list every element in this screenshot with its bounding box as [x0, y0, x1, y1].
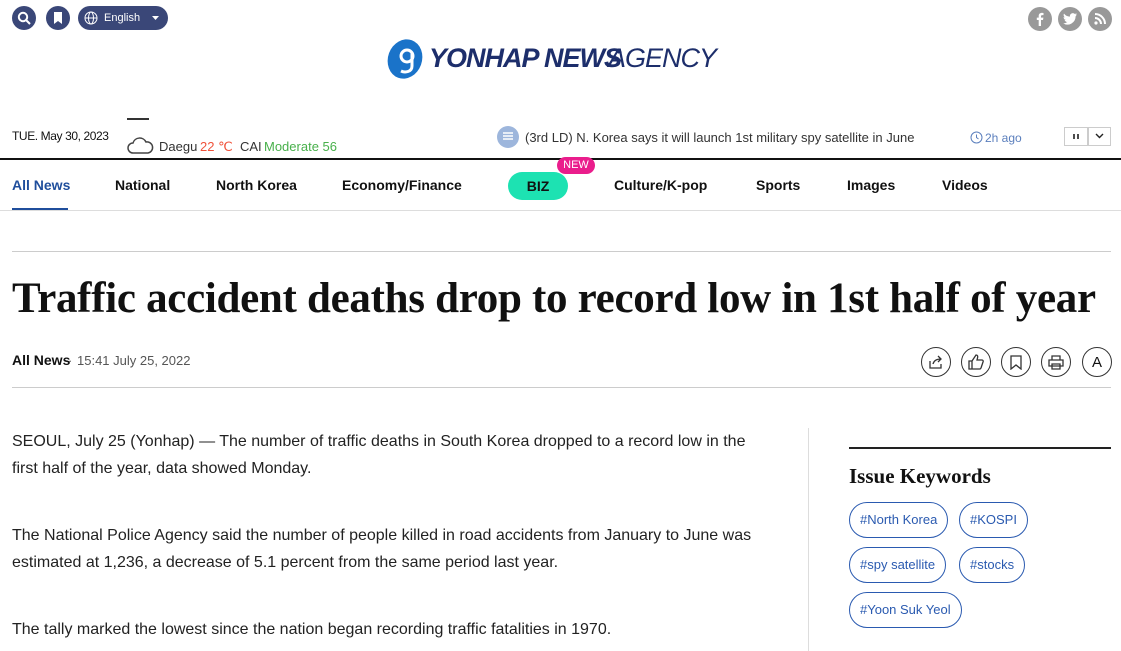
print-button[interactable] — [1041, 347, 1071, 377]
meta-separator: · — [68, 353, 73, 368]
article-paragraph: SEOUL, July 25 (Yonhap) — The number of … — [12, 433, 746, 477]
ticker-dropdown[interactable] — [1088, 127, 1111, 146]
article-paragraph: The National Police Agency said the numb… — [12, 527, 752, 571]
keyword-tag[interactable]: #KOSPI — [959, 502, 1028, 538]
sidebar-rule — [849, 447, 1111, 449]
weather-city: Daegu — [159, 139, 198, 154]
weather-temperature: 22 ℃ — [200, 139, 233, 154]
air-label: CAI — [240, 139, 262, 154]
sidebar-title: Issue Keywords — [849, 464, 991, 488]
nav-active-underline — [12, 208, 68, 210]
keyword-tag[interactable]: #Yoon Suk Yeol — [849, 592, 962, 628]
nav-item-biz[interactable]: BIZ — [508, 172, 568, 200]
facebook-link[interactable] — [1028, 7, 1052, 31]
nav-item[interactable]: North Korea — [216, 177, 297, 193]
nav-item[interactable]: Images — [847, 177, 896, 193]
search-button[interactable] — [12, 6, 36, 30]
logo-bold: YONHAP NEWS — [429, 43, 622, 73]
like-button[interactable] — [961, 347, 991, 377]
nav-item[interactable]: Sports — [756, 177, 801, 193]
bookmark-article-button[interactable] — [1001, 347, 1031, 377]
nav-item[interactable]: National — [115, 177, 171, 193]
language-selector[interactable]: English — [78, 6, 168, 30]
pause-button[interactable] — [1064, 127, 1088, 146]
ticker-time: 2h ago — [985, 131, 1022, 145]
date: TUE. May 30, 2023 — [12, 129, 109, 143]
new-badge: NEW — [557, 157, 595, 174]
nav-bottom-rule — [0, 210, 1121, 211]
nav-item[interactable]: All News — [12, 177, 71, 193]
article-paragraph: The tally marked the lowest since the na… — [12, 621, 612, 638]
news-ticker[interactable]: (3rd LD) N. Korea says it will launch 1s… — [525, 130, 915, 145]
air-value: Moderate 56 — [264, 139, 337, 154]
weather-icon — [127, 137, 154, 154]
bookmark-button[interactable] — [46, 6, 70, 30]
share-button[interactable] — [921, 347, 951, 377]
keyword-tag[interactable]: #spy satellite — [849, 547, 947, 583]
twitter-link[interactable] — [1058, 7, 1082, 31]
column-divider — [808, 428, 809, 651]
article-category[interactable]: All News — [12, 352, 71, 368]
logo-light: AGENCY — [608, 43, 717, 73]
article-title: Traffic accident deaths drop to record l… — [12, 275, 1096, 322]
weather-indicator — [127, 118, 149, 120]
keyword-tag[interactable]: #North Korea — [849, 502, 949, 538]
title-top-rule — [12, 251, 1111, 252]
font-size-button[interactable]: A — [1082, 347, 1112, 377]
meta-bottom-rule — [12, 387, 1111, 388]
article-datetime: 15:41 July 25, 2022 — [77, 353, 191, 368]
language-label: English — [104, 12, 141, 24]
keyword-tag[interactable]: #stocks — [959, 547, 1026, 583]
nav-item[interactable]: Economy/Finance — [342, 177, 462, 193]
ticker-icon — [497, 126, 519, 148]
nav-item[interactable]: Culture/K-pop — [614, 177, 708, 193]
nav-item[interactable]: Videos — [942, 177, 988, 193]
rss-link[interactable] — [1088, 7, 1112, 31]
clock-icon — [970, 131, 983, 144]
